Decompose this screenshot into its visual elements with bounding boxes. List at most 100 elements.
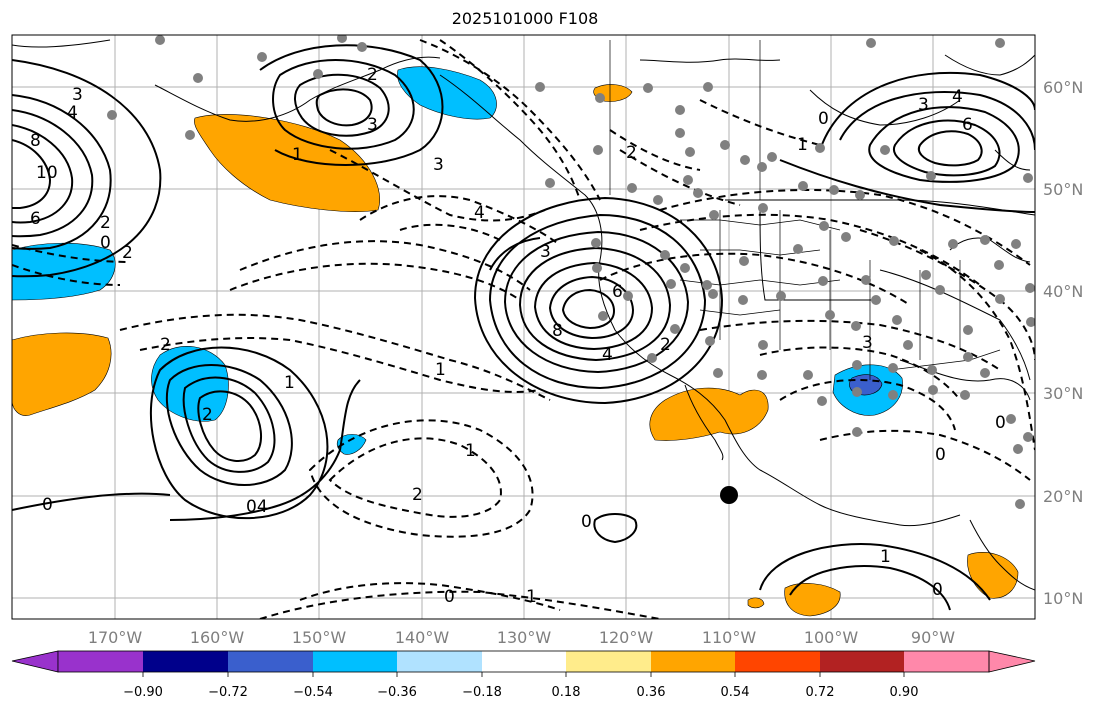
contour-label: 2 [160, 335, 171, 355]
contour-label: 3 [862, 333, 873, 353]
colorbar-segment [904, 651, 989, 672]
contour-label: 4 [67, 103, 78, 123]
neg-region-alaska [397, 66, 497, 120]
longitude-labels: 170°W 160°W 150°W 140°W 130°W 120°W 110°… [88, 628, 955, 647]
colorbar-extend-low [11, 650, 59, 673]
lat-label: 60°N [1043, 78, 1083, 97]
colorbar-tick-label: 0.36 [637, 685, 666, 700]
colorbar-tick-label: −0.18 [462, 685, 502, 700]
positive-contours [12, 44, 1035, 611]
contour-label: 0 [581, 512, 592, 532]
contour-label: 1 [284, 373, 295, 393]
colorbar-segment [58, 651, 143, 672]
lon-label: 160°W [190, 628, 245, 647]
colorbar-segment [397, 651, 482, 672]
contour-label: 0 [444, 587, 455, 607]
contour-label: 4 [952, 87, 963, 107]
colorbar-segment [566, 651, 651, 672]
colorbar-segment [482, 651, 566, 672]
pos-region-central-america [784, 583, 841, 617]
contour-label: 8 [552, 321, 563, 341]
colorbar-frame [57, 650, 990, 673]
contour-label: 2 [367, 65, 378, 85]
contour-label: 2 [122, 243, 133, 263]
marker-dot [720, 486, 738, 504]
colorbar-tick-label: 0.18 [552, 685, 581, 700]
contour-label: 8 [30, 131, 41, 151]
contour-label: 1 [465, 441, 476, 461]
contour-label: 2 [412, 485, 423, 505]
contour-label: 2 [100, 213, 111, 233]
shaded-anomalies [12, 66, 1019, 617]
contour-label: 6 [612, 282, 623, 302]
lon-label: 110°W [702, 628, 757, 647]
colorbar: −0.90 −0.72 −0.54 −0.36 −0.18 0.18 0.36 … [11, 650, 1036, 700]
contour-label: 2 [660, 335, 671, 355]
neg-region-west [12, 242, 116, 301]
station-dots [107, 35, 1035, 509]
contour-label: 3 [72, 85, 83, 105]
country-borders [609, 40, 1001, 380]
contour-label: 2 [202, 405, 213, 425]
contour-label: 1 [526, 587, 537, 607]
contour-label: 1 [435, 360, 446, 380]
contour-label: 6 [30, 209, 41, 229]
contour-labels: 3 4 8 10 6 2 0 2 2 3 1 3 4 2 1 0 3 4 6 3… [30, 65, 1006, 607]
contour-label: 0 [818, 109, 829, 129]
contour-label: 1 [880, 547, 891, 567]
map-frame [11, 34, 1036, 620]
contour-label: 0 [932, 580, 943, 600]
lat-label: 20°N [1043, 487, 1083, 506]
lon-label: 140°W [395, 628, 450, 647]
contour-label: 04 [246, 497, 268, 517]
lon-label: 90°W [911, 628, 955, 647]
colorbar-tick-label: −0.36 [377, 685, 417, 700]
lat-label: 40°N [1043, 282, 1083, 301]
lat-label: 50°N [1043, 180, 1083, 199]
colorbar-tick-label: 0.72 [806, 685, 835, 700]
colorbar-extend-high [988, 650, 1036, 673]
contour-label: 3 [918, 95, 929, 115]
pos-region-baja [649, 387, 769, 441]
coastlines [12, 39, 1035, 591]
colorbar-segment [651, 651, 735, 672]
pos-region-west-pacific [12, 332, 112, 416]
colorbar-tick-label: 0.90 [890, 685, 919, 700]
contour-label: 0 [100, 233, 111, 253]
graticule [12, 35, 1035, 619]
contour-label: 2 [626, 143, 637, 163]
chart-title: 2025101000 F108 [451, 9, 599, 28]
colorbar-tick-label: −0.72 [208, 685, 248, 700]
contour-label: 10 [36, 163, 58, 183]
lat-label: 30°N [1043, 384, 1083, 403]
colorbar-segment [735, 651, 820, 672]
contour-label: 4 [602, 345, 613, 365]
colorbar-tick-label: 0.54 [721, 685, 750, 700]
contour-label: 0 [995, 413, 1006, 433]
pos-region-tiny [747, 597, 765, 609]
lon-label: 120°W [599, 628, 654, 647]
pos-region-gulf-alaska [194, 114, 380, 212]
contour-label: 1 [292, 145, 303, 165]
colorbar-tick-label: −0.90 [123, 685, 163, 700]
colorbar-tick-label: −0.54 [293, 685, 333, 700]
lon-label: 130°W [497, 628, 552, 647]
colorbar-segment [313, 651, 397, 672]
contour-label: 3 [367, 115, 378, 135]
contour-label: 3 [433, 155, 444, 175]
contour-label: 0 [42, 495, 53, 515]
latitude-labels: 60°N 50°N 40°N 30°N 20°N 10°N [1043, 78, 1083, 608]
colorbar-segment [143, 651, 228, 672]
contour-label: 3 [540, 242, 551, 262]
colorbar-segment [820, 651, 904, 672]
colorbar-segment [228, 651, 313, 672]
negative-contours [12, 39, 1035, 619]
lon-label: 170°W [88, 628, 143, 647]
lon-label: 100°W [804, 628, 859, 647]
contour-label: 4 [474, 203, 485, 223]
contour-label: 1 [797, 135, 808, 155]
lon-label: 150°W [292, 628, 347, 647]
contour-label: 6 [962, 115, 973, 135]
contour-label: 0 [935, 445, 946, 465]
